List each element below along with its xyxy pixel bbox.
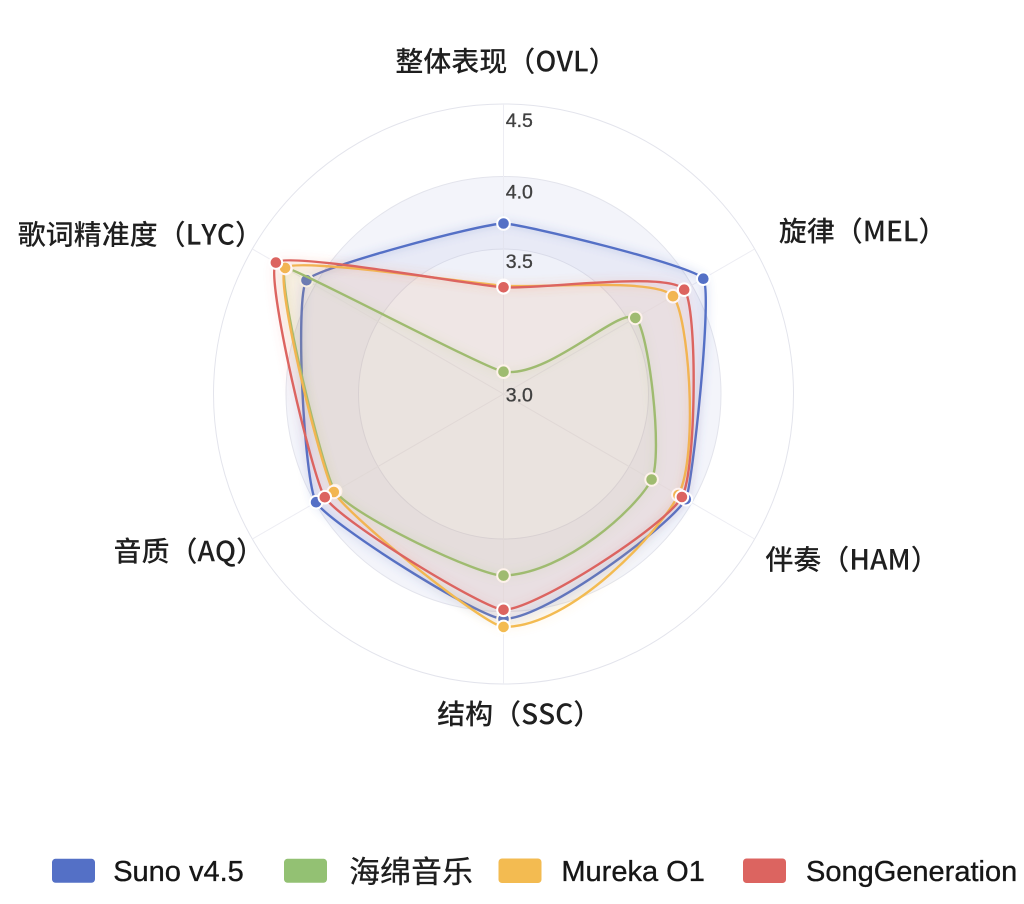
svg-text:4.5: 4.5 (506, 110, 533, 132)
svg-text:Mureka O1: Mureka O1 (561, 856, 704, 888)
svg-text:3.5: 3.5 (506, 251, 533, 273)
svg-text:SongGeneration: SongGeneration (806, 856, 1017, 888)
svg-text:4.0: 4.0 (506, 182, 533, 204)
svg-text:3.0: 3.0 (506, 384, 533, 406)
svg-text:Suno v4.5: Suno v4.5 (113, 856, 244, 888)
